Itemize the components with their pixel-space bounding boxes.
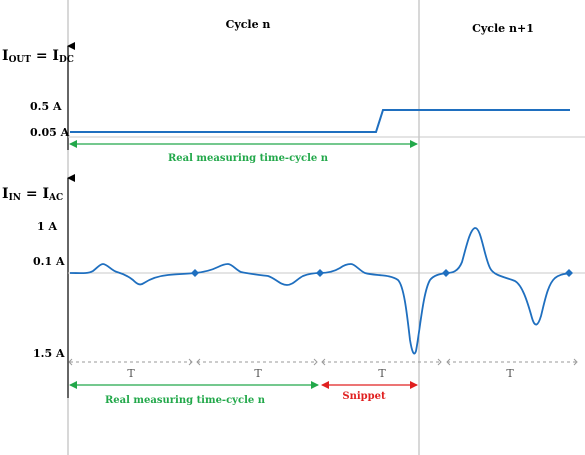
- snippet-label: Snippet: [342, 391, 386, 402]
- cycle-n1-title: Cycle n+1: [472, 22, 534, 35]
- input-tick-01a: 0.1 A: [33, 255, 65, 268]
- period-label-2: T: [254, 367, 262, 380]
- input-tick-1a: 1 A: [37, 220, 57, 233]
- cycle-marker: [565, 269, 573, 277]
- input-current-signal: [69, 227, 571, 355]
- cycle-n-title: Cycle n: [226, 18, 271, 31]
- cycle-marker: [316, 269, 324, 277]
- output-current-signal: [70, 109, 570, 133]
- output-axis-label: IOUT = IDC: [2, 48, 74, 65]
- cycle-markers: [191, 269, 573, 277]
- period-label-3: T: [378, 367, 386, 380]
- output-tick-high: 0.5 A: [30, 100, 62, 113]
- real-measuring-top-label: Real measuring time-cycle n: [168, 153, 329, 164]
- input-axis-label: IIN = IAC: [2, 186, 63, 203]
- input-tick-15a: 1.5 A: [33, 347, 65, 360]
- cycle-marker: [442, 269, 450, 277]
- period-label-4: T: [506, 367, 514, 380]
- period-ticks: [68, 358, 578, 366]
- real-measuring-bottom-label: Real measuring time-cycle n: [105, 395, 266, 406]
- cycle-marker: [191, 269, 199, 277]
- period-label-1: T: [127, 367, 135, 380]
- output-tick-low: 0.05 A: [30, 126, 70, 139]
